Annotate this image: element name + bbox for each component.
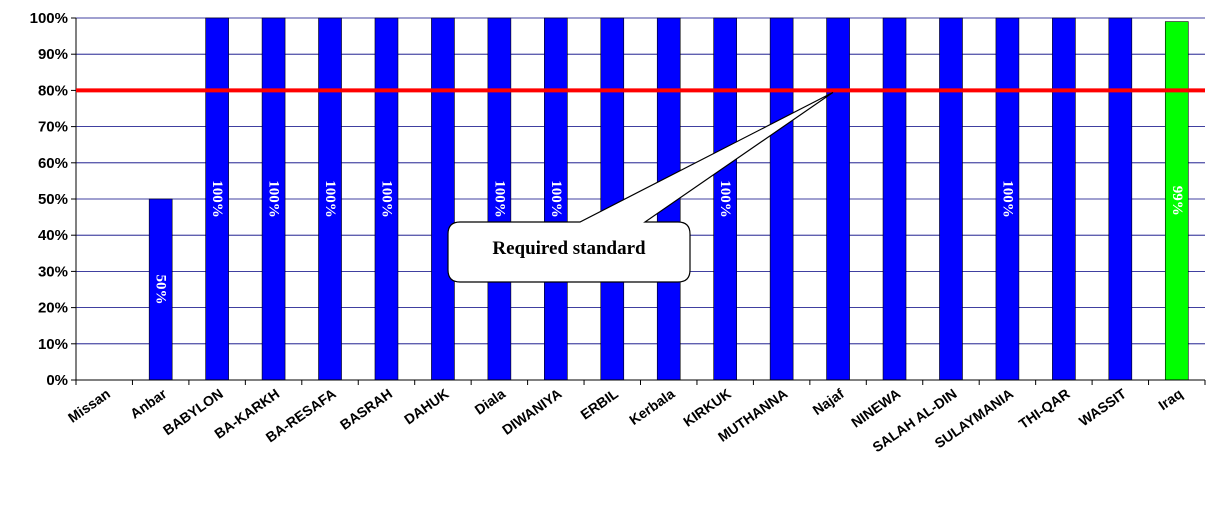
category-label: WASSIT (1076, 385, 1130, 429)
y-tick-label: 60% (38, 155, 68, 172)
category-label: Anbar (127, 385, 170, 422)
data-label: 100% (266, 180, 282, 218)
data-label: 50% (153, 275, 169, 305)
bar (769, 17, 794, 381)
category-label: THI-QAR (1016, 385, 1073, 432)
category-label: Kerbala (626, 385, 677, 428)
reference-line-label: Required standard (492, 238, 646, 259)
data-label: 100% (548, 180, 564, 218)
data-label: 100% (209, 180, 225, 218)
bar (882, 17, 907, 381)
callout-bubble (447, 91, 834, 283)
category-label: Iraq (1155, 385, 1185, 413)
data-label: 100% (999, 180, 1015, 218)
category-label: Najaf (810, 385, 847, 418)
category-label: DAHUK (401, 385, 452, 427)
bar (1052, 17, 1076, 381)
y-tick-label: 20% (38, 300, 68, 317)
data-label: 99% (1169, 186, 1185, 216)
category-label: DIWANIYA (499, 385, 564, 438)
y-tick-label: 90% (38, 46, 68, 63)
y-tick-label: 40% (38, 227, 68, 244)
y-tick-label: 50% (38, 191, 68, 208)
reference-callout: Required standard (447, 91, 834, 283)
bar (939, 17, 963, 381)
data-label: 100% (322, 180, 338, 218)
y-tick-label: 10% (38, 336, 68, 353)
data-labels: 50% 100% 100% 100% 100% 100% 100% 100% 100% 99% (153, 180, 1185, 304)
bar (826, 17, 850, 381)
category-label: Diala (472, 385, 509, 417)
y-tick-label: 30% (38, 263, 68, 280)
bar (1108, 17, 1133, 381)
data-label: 100% (378, 180, 394, 218)
category-label: ERBIL (577, 385, 621, 422)
y-tick-label: 80% (38, 82, 68, 99)
y-tick-label: 0% (46, 372, 68, 389)
y-tick-label: 70% (38, 119, 68, 136)
category-label: Missan (65, 385, 113, 425)
bars (148, 17, 1189, 381)
data-label: 100% (491, 180, 507, 218)
bar (431, 17, 455, 381)
data-label: 100% (717, 180, 733, 218)
gridlines (76, 17, 1205, 345)
y-tick-label: 100% (30, 10, 68, 27)
bar (600, 17, 625, 381)
category-label: BASRAH (337, 385, 395, 432)
